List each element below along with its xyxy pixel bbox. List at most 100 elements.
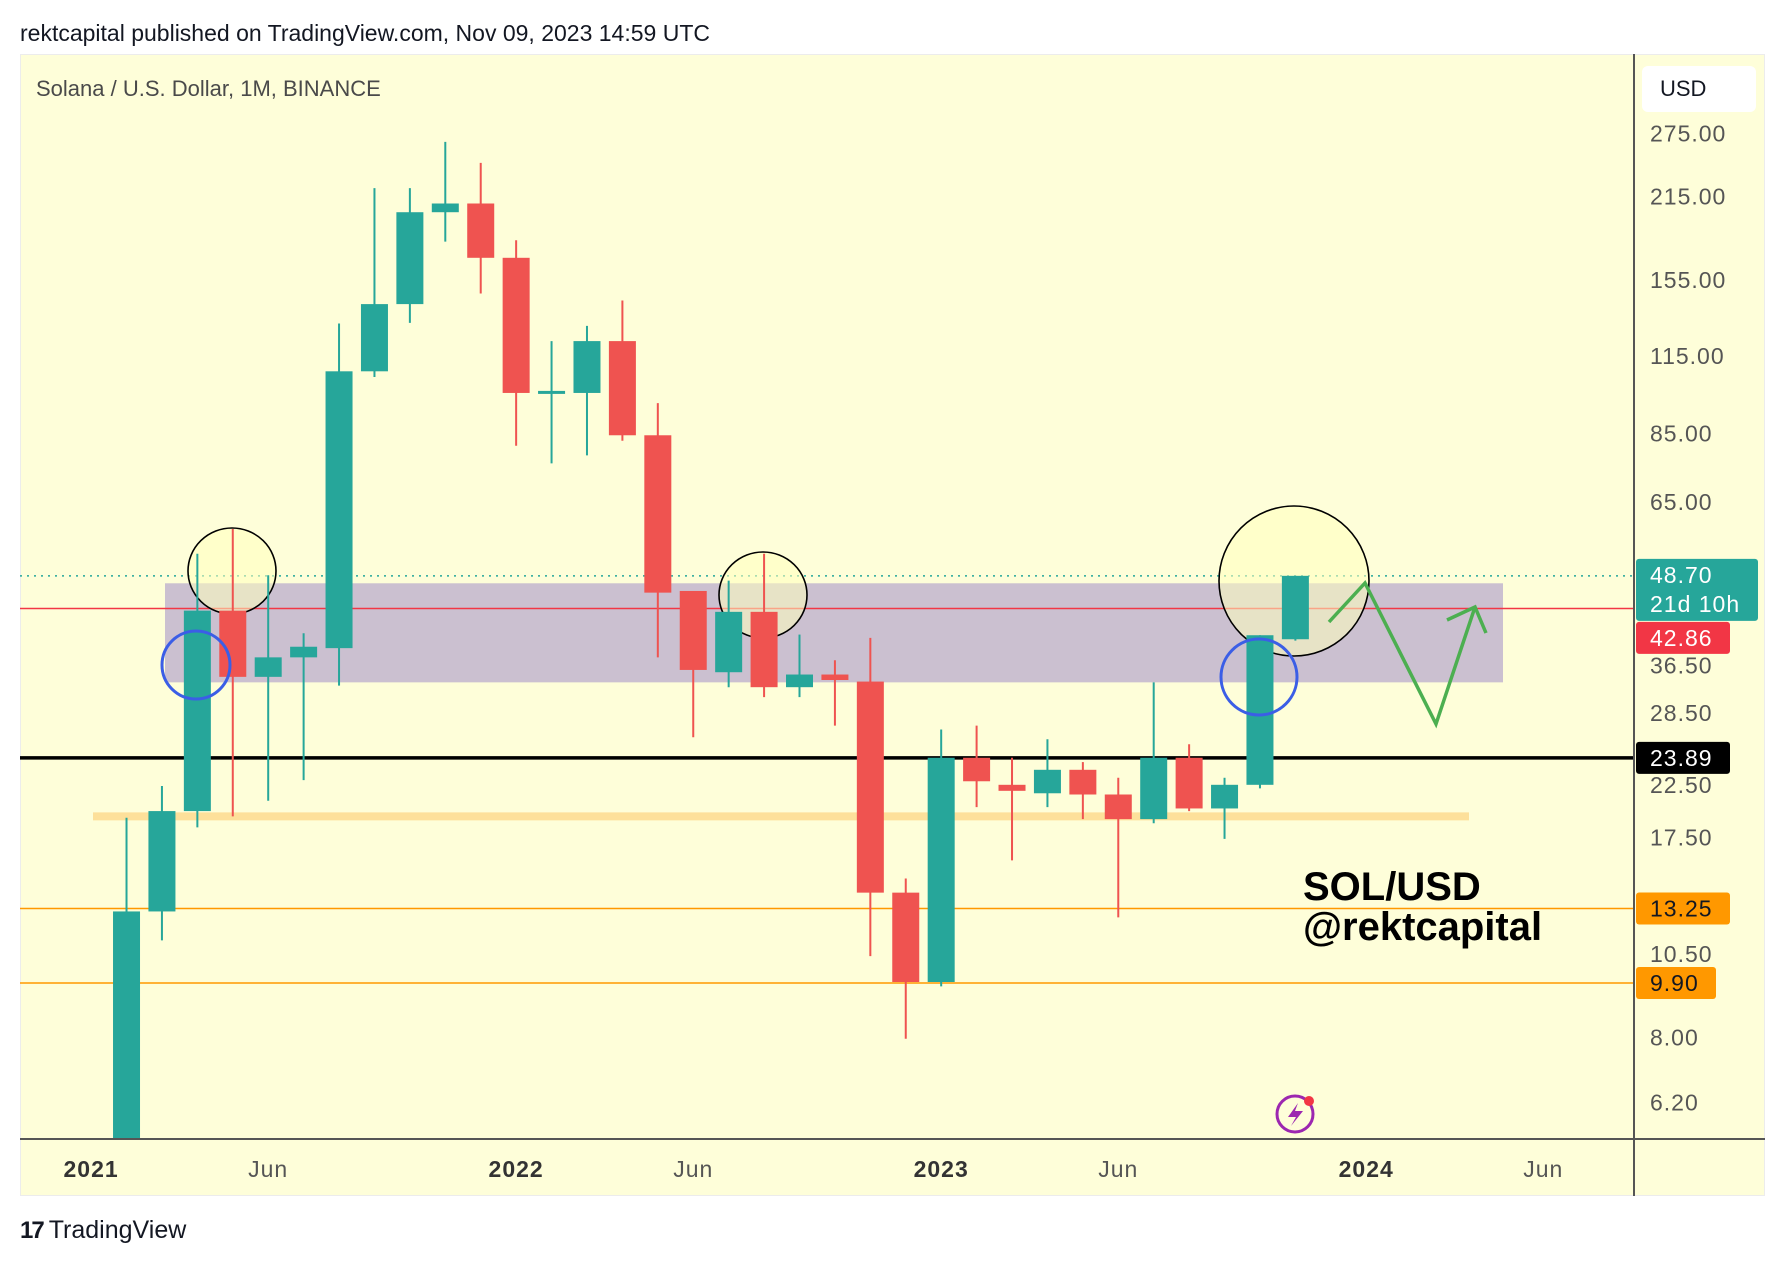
price-tick-label: 115.00 bbox=[1650, 343, 1725, 369]
candle[interactable] bbox=[679, 590, 707, 738]
candle-body bbox=[1104, 794, 1132, 820]
lightning-icon-bolt bbox=[1288, 1103, 1303, 1126]
time-tick-label: 2021 bbox=[64, 1156, 119, 1182]
candle-body bbox=[1140, 757, 1168, 820]
watermark-text: SOL/USD bbox=[1303, 865, 1481, 909]
candle-body bbox=[679, 590, 707, 670]
candle-body bbox=[467, 203, 495, 258]
candle[interactable] bbox=[1246, 635, 1274, 789]
candle-body bbox=[290, 646, 318, 658]
candle[interactable] bbox=[1069, 762, 1097, 820]
price-tick-label: 36.50 bbox=[1650, 653, 1713, 679]
projection-path bbox=[1327, 579, 1477, 729]
candle-body bbox=[856, 681, 884, 893]
blue-circle bbox=[1219, 637, 1299, 717]
candle[interactable] bbox=[608, 300, 636, 441]
candle-body bbox=[431, 203, 459, 213]
plot-area[interactable] bbox=[20, 141, 1634, 1202]
price-tick-label: 22.50 bbox=[1650, 772, 1713, 798]
tradingview-footer[interactable]: 17 TradingView bbox=[20, 1216, 186, 1245]
candle[interactable] bbox=[396, 188, 424, 323]
tradingview-logo-icon: 17 bbox=[20, 1216, 45, 1244]
price-tag-label: 13.25 bbox=[1650, 896, 1713, 922]
candle-body bbox=[1281, 575, 1309, 640]
candle[interactable] bbox=[1033, 739, 1061, 808]
candle-body bbox=[750, 611, 778, 688]
time-tick-label: 2023 bbox=[914, 1156, 969, 1182]
candle[interactable] bbox=[750, 553, 778, 698]
candle[interactable] bbox=[538, 341, 566, 464]
candle[interactable] bbox=[821, 660, 849, 726]
chart-title: Solana / U.S. Dollar, 1M, BINANCE bbox=[36, 76, 381, 101]
orange-level-2-tag[interactable]: 9.90 bbox=[1636, 967, 1716, 1000]
countdown-label: 21d 10h bbox=[1650, 591, 1740, 617]
candle[interactable] bbox=[325, 323, 353, 686]
candle[interactable] bbox=[963, 725, 991, 808]
candle[interactable] bbox=[892, 878, 920, 1039]
watermark-text: @rektcapital bbox=[1303, 905, 1542, 949]
candle[interactable] bbox=[254, 575, 282, 801]
candle[interactable] bbox=[360, 188, 388, 378]
time-tick-label: 2024 bbox=[1339, 1156, 1394, 1182]
price-tag-bg bbox=[1636, 558, 1758, 621]
candle[interactable] bbox=[1140, 682, 1168, 824]
candle-body bbox=[148, 811, 176, 912]
candle[interactable] bbox=[467, 162, 495, 294]
time-tick-label: Jun bbox=[1098, 1156, 1138, 1182]
candle[interactable] bbox=[644, 403, 672, 658]
candle[interactable] bbox=[290, 633, 318, 781]
price-tag-label: 23.89 bbox=[1650, 745, 1713, 771]
price-tag-label: 9.90 bbox=[1650, 970, 1699, 996]
candle[interactable] bbox=[715, 580, 743, 688]
candle-body bbox=[573, 341, 601, 393]
candle-body bbox=[396, 212, 424, 305]
projection-arrowhead bbox=[1446, 604, 1488, 634]
candle-body bbox=[1246, 635, 1274, 785]
candle-body bbox=[1033, 769, 1061, 794]
candle[interactable] bbox=[431, 141, 459, 242]
blue-circle bbox=[160, 629, 232, 701]
candle[interactable] bbox=[998, 757, 1026, 861]
price-tick-label: 155.00 bbox=[1650, 267, 1726, 293]
candle[interactable] bbox=[113, 817, 141, 1202]
candle-body bbox=[892, 892, 920, 983]
price-tick-label: 8.00 bbox=[1650, 1025, 1699, 1051]
price-tick-label: 28.50 bbox=[1650, 700, 1713, 726]
price-tag-bg bbox=[1636, 892, 1730, 925]
time-tick-label: 2022 bbox=[489, 1156, 544, 1182]
black-level-tag[interactable]: 23.89 bbox=[1636, 741, 1730, 774]
price-tick-label: 6.20 bbox=[1650, 1090, 1699, 1116]
candle[interactable] bbox=[183, 553, 211, 828]
candle[interactable] bbox=[1211, 777, 1239, 839]
candle[interactable] bbox=[856, 637, 884, 957]
lightning-icon[interactable] bbox=[1275, 1094, 1315, 1134]
candle[interactable] bbox=[148, 786, 176, 941]
currency-button[interactable]: USD bbox=[1642, 66, 1756, 112]
candle[interactable] bbox=[502, 240, 530, 446]
price-tick-label: 85.00 bbox=[1650, 420, 1713, 446]
price-tag-bg bbox=[1636, 741, 1730, 774]
orange-level-1-tag[interactable]: 13.25 bbox=[1636, 892, 1730, 925]
time-tick-label: Jun bbox=[1523, 1156, 1563, 1182]
last-price-tag[interactable]: 48.70 21d 10h bbox=[1636, 558, 1758, 621]
candle-body bbox=[113, 911, 141, 1139]
candle-body bbox=[786, 674, 813, 688]
price-tag-label: 48.70 bbox=[1650, 562, 1713, 588]
candle-body bbox=[183, 610, 211, 812]
red-level-tag[interactable]: 42.86 bbox=[1636, 621, 1730, 654]
candle[interactable] bbox=[786, 634, 813, 698]
candle[interactable] bbox=[927, 729, 955, 987]
candle[interactable] bbox=[573, 325, 601, 456]
price-tag-bg bbox=[1636, 967, 1716, 1000]
price-tick-label: 275.00 bbox=[1650, 120, 1726, 146]
candle[interactable] bbox=[1104, 777, 1132, 918]
candle-body bbox=[1069, 769, 1097, 795]
candle-body bbox=[715, 611, 743, 673]
candle[interactable] bbox=[1175, 744, 1203, 812]
candle-body bbox=[927, 757, 955, 983]
tradingview-brand: TradingView bbox=[48, 1216, 187, 1244]
candle[interactable] bbox=[1281, 575, 1309, 641]
price-tick-label: 65.00 bbox=[1650, 489, 1713, 515]
price-tag-label: 42.86 bbox=[1650, 625, 1713, 651]
